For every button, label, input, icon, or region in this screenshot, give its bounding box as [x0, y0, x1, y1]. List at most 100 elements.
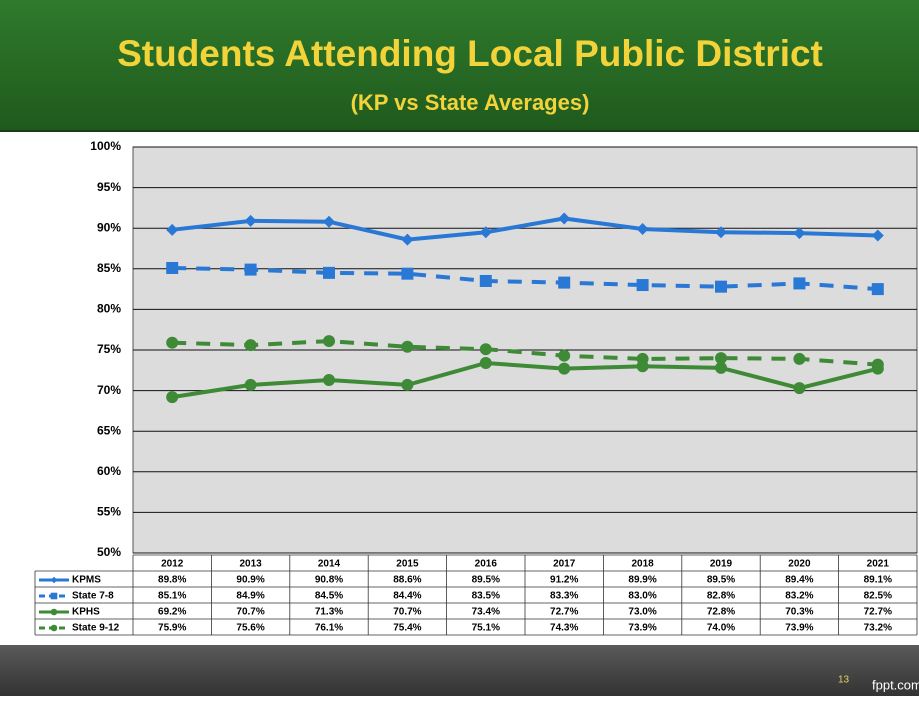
y-tick-label: 60% — [97, 464, 121, 478]
table-value: 72.7% — [864, 607, 892, 618]
page-number: 13 — [838, 675, 850, 686]
data-point — [479, 274, 492, 287]
chart: 50% 55% 60% 65% 70% 75% 80% 85% 90% 95% 100% 2012 20… — [34, 139, 918, 636]
data-point — [636, 352, 649, 365]
x-tick-label: 2021 — [867, 559, 890, 570]
data-point — [715, 280, 727, 293]
series-line — [172, 265, 878, 292]
x-tick-label: 2018 — [631, 559, 654, 570]
data-point — [323, 335, 335, 348]
x-tick-label: 2012 — [161, 559, 184, 570]
table-value: 82.5% — [864, 591, 892, 602]
table-value: 88.6% — [393, 575, 421, 586]
legend-marker — [50, 624, 58, 632]
y-tick-label: 100% — [90, 139, 121, 153]
series-line — [171, 216, 878, 242]
x-tick-label: 2016 — [475, 559, 498, 570]
data-point — [323, 374, 335, 387]
data-point — [715, 226, 727, 239]
footer-site: fppt.com — [872, 677, 919, 692]
x-tick-label: 2013 — [239, 559, 262, 570]
table-value: 75.1% — [472, 623, 500, 634]
legend-marker — [50, 608, 58, 616]
table-value: 74.0% — [707, 623, 735, 634]
series-line — [172, 339, 878, 367]
data-point — [244, 263, 257, 276]
table-value: 69.2% — [158, 607, 186, 618]
table-value: 89.8% — [158, 575, 186, 586]
data-point — [793, 227, 806, 240]
data-point — [323, 215, 335, 228]
data-point — [166, 223, 179, 236]
data-point — [793, 277, 806, 290]
table-value: 72.8% — [707, 607, 735, 618]
table-value: 75.6% — [236, 623, 264, 634]
data-point — [871, 283, 884, 296]
data-point — [793, 382, 806, 395]
data-point — [401, 378, 414, 391]
x-tick-label: 2015 — [396, 559, 419, 570]
legend-marker — [50, 592, 58, 600]
table-value: 90.9% — [236, 575, 264, 586]
title: Students Attending Local Public District — [117, 33, 823, 74]
data-point — [636, 223, 649, 236]
table-value: 89.4% — [785, 575, 813, 586]
data-point — [244, 339, 257, 352]
table-value: 73.0% — [628, 607, 656, 618]
table-value: 70.7% — [393, 607, 421, 618]
legend-label: State 9-12 — [72, 623, 120, 634]
table-value: 74.3% — [550, 623, 578, 634]
data-point — [401, 340, 414, 353]
legend-label: State 7-8 — [72, 591, 114, 602]
data-point — [715, 361, 727, 374]
data-point — [166, 261, 179, 274]
table-value: 82.8% — [707, 591, 735, 602]
table-value: 73.2% — [864, 623, 892, 634]
data-point — [479, 226, 492, 239]
table-value: 70.3% — [785, 607, 813, 618]
table-value: 76.1% — [315, 623, 343, 634]
table-value: 72.7% — [550, 607, 578, 618]
data-point — [793, 352, 806, 365]
table-value: 84.5% — [315, 591, 343, 602]
header-band — [0, 0, 919, 130]
table-value: 83.2% — [785, 591, 813, 602]
data-point — [636, 279, 649, 292]
data-point — [558, 276, 571, 289]
table-value: 91.2% — [550, 575, 578, 586]
table-value: 89.9% — [628, 575, 656, 586]
y-tick-label: 85% — [97, 261, 121, 275]
data-point — [166, 336, 179, 349]
footer-band — [0, 645, 919, 696]
subtitle: (KP vs State Averages) — [351, 90, 590, 115]
data-point — [715, 352, 727, 365]
data-point — [558, 362, 571, 375]
y-tick-label: 70% — [97, 383, 121, 397]
table-value: 71.3% — [315, 607, 343, 618]
x-tick-label: 2019 — [710, 559, 733, 570]
y-tick-label: 65% — [97, 423, 121, 437]
data-point — [323, 266, 335, 279]
table-value: 84.9% — [236, 591, 264, 602]
table-value: 84.4% — [393, 591, 421, 602]
y-tick-label: 95% — [97, 180, 121, 194]
y-tick-label: 50% — [97, 545, 121, 559]
table-value: 73.9% — [785, 623, 813, 634]
series-line — [171, 360, 879, 400]
data-point — [558, 349, 571, 362]
y-tick-label: 55% — [97, 505, 121, 519]
data-point — [166, 391, 179, 404]
table-value: 89.1% — [864, 575, 892, 586]
x-tick-label: 2014 — [318, 559, 341, 570]
legend-label: KPHS — [72, 607, 100, 618]
data-point — [871, 229, 884, 242]
table-value: 90.8% — [315, 575, 343, 586]
data-point — [871, 358, 884, 371]
table-value: 73.4% — [472, 607, 500, 618]
x-tick-label: 2020 — [788, 559, 811, 570]
data-point — [558, 212, 571, 225]
data-point — [401, 267, 414, 280]
table-value: 89.5% — [707, 575, 735, 586]
table-value: 83.5% — [472, 591, 500, 602]
